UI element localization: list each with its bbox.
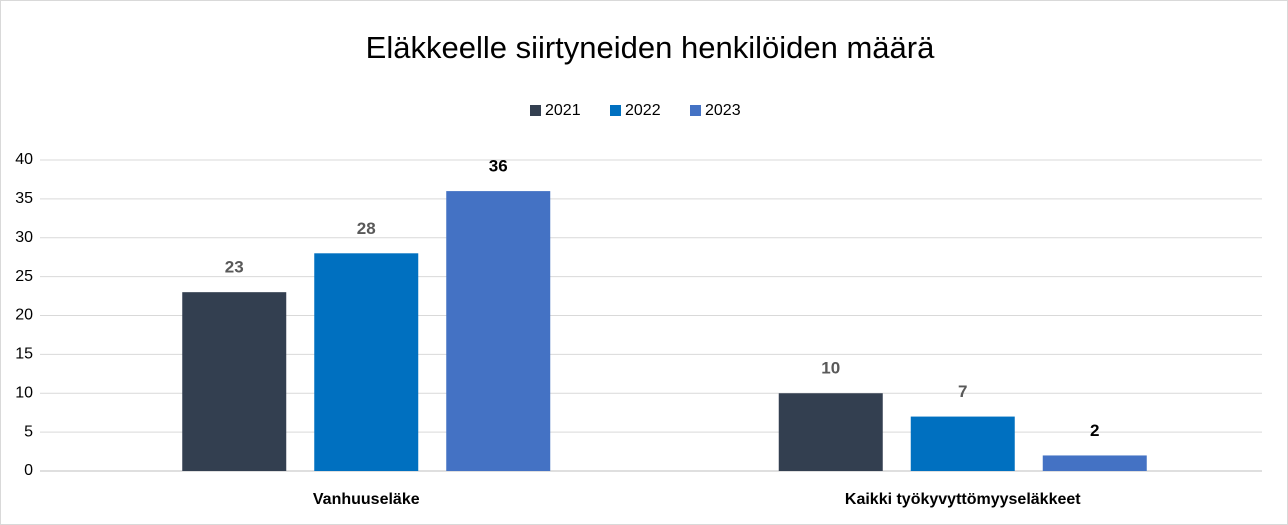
y-tick-label: 40	[15, 151, 33, 168]
data-label: 10	[821, 359, 840, 378]
legend-swatch	[690, 105, 701, 116]
data-label: 23	[225, 258, 244, 277]
bar	[314, 253, 419, 471]
y-tick-label: 0	[24, 462, 33, 479]
chart-title: Eläkkeelle siirtyneiden henkilöiden määr…	[366, 30, 935, 65]
bar	[182, 292, 287, 471]
y-tick-label: 35	[15, 190, 33, 207]
legend-label: 2023	[705, 102, 741, 119]
y-tick-label: 20	[15, 307, 33, 324]
data-label: 2	[1090, 421, 1099, 440]
bar	[446, 191, 551, 471]
legend-swatch	[530, 105, 541, 116]
bar	[1042, 455, 1147, 471]
y-tick-label: 25	[15, 268, 33, 285]
bar	[778, 393, 883, 471]
legend-swatch	[610, 105, 621, 116]
legend-label: 2022	[625, 102, 661, 119]
x-tick-label: Vanhuuseläke	[313, 491, 420, 508]
data-label: 28	[357, 219, 376, 238]
y-tick-label: 5	[24, 423, 33, 440]
x-tick-label: Kaikki työkyvyttömyyseläkkeet	[845, 491, 1081, 508]
data-label: 7	[958, 382, 967, 401]
bar	[910, 416, 1015, 471]
y-tick-label: 15	[15, 346, 33, 363]
legend-label: 2021	[545, 102, 581, 119]
data-label: 36	[489, 157, 508, 176]
y-tick-label: 30	[15, 229, 33, 246]
y-tick-label: 10	[15, 384, 33, 401]
